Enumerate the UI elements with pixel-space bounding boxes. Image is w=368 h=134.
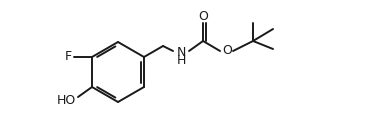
Text: H: H <box>176 53 186 66</box>
Text: N: N <box>176 46 186 59</box>
Text: HO: HO <box>56 94 76 107</box>
Text: F: F <box>64 51 72 64</box>
Text: O: O <box>198 10 208 23</box>
Text: O: O <box>222 44 232 57</box>
